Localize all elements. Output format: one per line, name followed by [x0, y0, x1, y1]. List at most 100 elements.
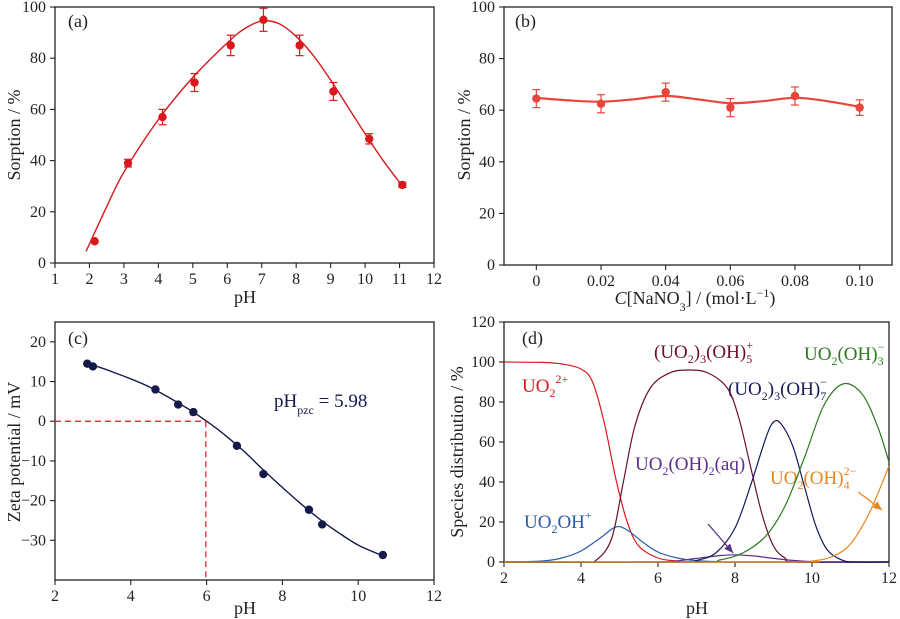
x-tick-label-a: 12 — [426, 271, 442, 288]
data-point-c — [151, 385, 160, 394]
x-tick-label-d: 8 — [731, 570, 739, 587]
y-tick-label-a: 100 — [22, 0, 46, 16]
x-tick-label-b: 0.02 — [587, 273, 615, 290]
x-axis-title-b-italic: C — [615, 288, 628, 308]
y-tick-label-d: 0 — [487, 554, 495, 571]
species-label-trimer-7-minus: (UO2)3(OH)7− — [728, 375, 827, 403]
y-tick-label-b: 100 — [471, 0, 495, 16]
uo2oh-plus-sub: 2 — [551, 522, 557, 536]
data-point-a — [329, 87, 338, 96]
chart-panel-c: (c) pH Zeta potential / mV pHpzc = 5.98 … — [4, 321, 442, 618]
x-tick-label-c: 12 — [426, 588, 442, 605]
y-tick-label-d: 60 — [479, 434, 495, 451]
x-tick-label-a: 2 — [85, 271, 93, 288]
trimer5-sup: + — [746, 338, 753, 352]
x-tick-label-d: 12 — [881, 570, 897, 587]
y-tick-label-d: 40 — [479, 474, 495, 491]
panel-label-d: (d) — [522, 328, 543, 349]
plot-frame-c — [54, 321, 435, 581]
data-point-c — [189, 407, 198, 417]
data-point-a — [226, 41, 235, 50]
x-tick-label-a: 9 — [327, 271, 335, 288]
data-point-c — [173, 400, 183, 409]
x-tick-label-a: 7 — [258, 271, 266, 288]
uo2oh-plus-sup: + — [585, 508, 592, 522]
plot-frame-b — [503, 6, 893, 266]
panel-label-b: (b) — [515, 11, 536, 32]
uo2oh2-base: UO — [635, 454, 662, 475]
data-point-c — [378, 550, 388, 560]
species-curve-6 — [503, 465, 890, 563]
plot-frame-a — [54, 6, 435, 264]
uo2oh3-tail: (OH) — [837, 344, 877, 365]
y-tick-label-b: 60 — [479, 102, 495, 119]
trimer7-sub1: 2 — [762, 389, 768, 403]
uo2oh3-sub2: 3 — [878, 354, 884, 368]
arrow-uo2oh4-head — [872, 501, 883, 510]
trimer7-sup: − — [820, 375, 827, 389]
pzc-annotation-tail: = 5.98 — [314, 391, 367, 412]
trimer7-sub2: 3 — [774, 389, 780, 403]
uo2oh3-sub1: 2 — [831, 354, 837, 368]
chart-panel-b: (b) C[NaNO3] / (mol·L−1) Sorption / % 0 0… — [454, 0, 893, 314]
pzc-annotation-sub: pzc — [297, 403, 314, 417]
x-tick-label-b: 0.10 — [846, 273, 874, 290]
uo2oh3-sup: − — [878, 340, 885, 354]
y-tick-label-b: 20 — [479, 205, 495, 222]
chart-panel-a: (a) pH Sorption / % 1 2 3 4 5 6 7 8 9 10 11 1202040… — [4, 0, 442, 307]
pzc-annotation: pHpzc = 5.98 — [274, 391, 367, 417]
x-tick-label-b: 0.04 — [652, 273, 680, 290]
panel-label-a: (a) — [68, 11, 88, 32]
x-axis-title-b-end: ) — [769, 288, 775, 309]
x-tick-label-c: 8 — [278, 588, 286, 605]
x-axis-title-d: pH — [686, 598, 708, 618]
trimer7-sub3: 7 — [820, 389, 826, 403]
species-label-uo2oh-plus: UO2OH+ — [524, 508, 592, 536]
uo2oh3-base: UO — [804, 344, 831, 365]
x-tick-label-d: 6 — [654, 570, 662, 587]
uo2oh2-sub2: 2 — [709, 464, 715, 478]
data-point-b — [855, 103, 864, 112]
x-tick-label-c: 2 — [51, 588, 59, 605]
x-axis-title-b-main: [NaNO — [627, 288, 680, 308]
data-point-a — [259, 15, 268, 24]
trimer5-sub1: 2 — [688, 352, 694, 366]
data-point-b — [726, 103, 735, 112]
x-axis-title-a: pH — [234, 287, 256, 307]
x-axis-title-c: pH — [234, 598, 256, 618]
fit-curve-a — [85, 20, 404, 252]
x-tick-label-d: 2 — [500, 570, 508, 587]
data-point-b — [661, 87, 670, 97]
data-point-a — [90, 237, 99, 246]
data-point-a — [123, 158, 133, 168]
species-labels: UO22+ UO2OH+ (UO2)3(OH)5+ UO2(OH)2(aq) (… — [522, 338, 885, 536]
data-point-c — [304, 505, 314, 514]
x-tick-label-d: 10 — [804, 570, 820, 587]
uo2oh4-sup: 2− — [844, 464, 857, 478]
uo2oh2-tail2: (aq) — [715, 454, 746, 475]
x-axis-title-b-sup: −1 — [757, 286, 770, 300]
trimer5-tail2: (OH) — [706, 342, 746, 363]
trimer7-tail2: (OH) — [780, 379, 820, 400]
data-point-a — [365, 134, 374, 144]
x-tick-label-a: 5 — [189, 271, 197, 288]
trimer5-base: (UO — [654, 342, 688, 363]
uo2oh2-tail: (OH) — [668, 454, 708, 475]
y-tick-label-c: 10 — [30, 374, 46, 391]
y-tick-label-d: 80 — [479, 394, 495, 411]
species-label-uo2oh4-2minus: UO2(OH)42− — [770, 464, 857, 492]
data-point-a — [158, 112, 167, 122]
uo2oh4-sub2: 4 — [844, 478, 850, 492]
x-tick-label-c: 6 — [203, 588, 211, 605]
arrow-uo2oh2-head — [724, 543, 734, 553]
x-tick-label-b: 0 — [532, 273, 540, 290]
species-curve-4 — [503, 419, 890, 563]
chart-panel-d: (d) pH Species distribution / % UO22+ UO… — [447, 314, 897, 618]
uo2-2plus-base: UO — [522, 376, 549, 397]
x-axis-title-b-sub: 3 — [680, 300, 686, 314]
x-tick-label-a: 3 — [120, 271, 128, 288]
trimer7-base: (UO — [728, 379, 762, 400]
data-point-c — [88, 362, 98, 371]
uo2oh4-sub1: 2 — [797, 478, 803, 492]
